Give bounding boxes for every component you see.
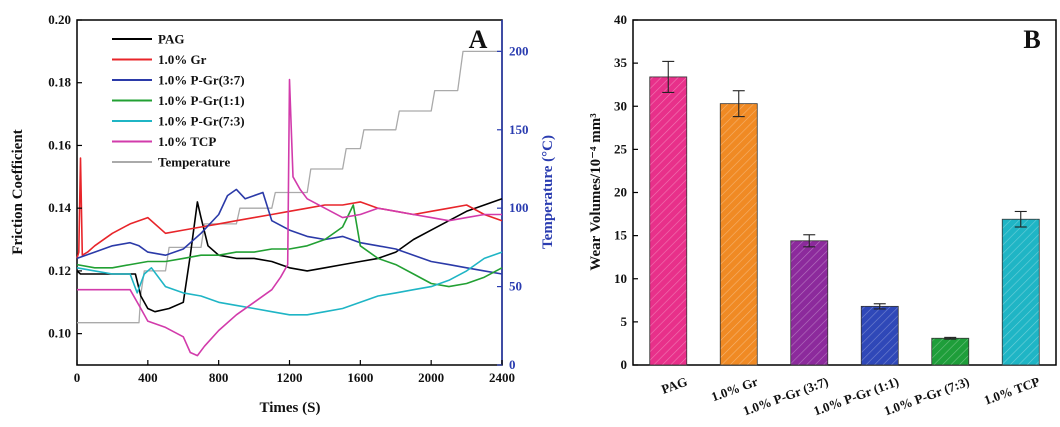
- panel-b-category-labels: PAG 1.0% Gr1.0% P-Gr (3:7)1.0% P-Gr (1:1)…: [659, 374, 1042, 419]
- bar-4: [931, 337, 970, 366]
- panel-a-series-group: [76, 50, 503, 357]
- x-tick-label: 2400: [489, 370, 515, 385]
- legend-label-1: 1.0% Gr: [158, 52, 207, 67]
- y2-tick-label: 100: [509, 200, 529, 215]
- panel-a-y-ticks: 0.10 0.12 0.14 0.16 0.18 0.20: [48, 12, 82, 341]
- panel-a-legend: PAG 1.0% Gr 1.0% P-Gr(3:7) 1.0% P-Gr(1:1) 1.…: [112, 32, 245, 170]
- y-tick-label: 10: [614, 271, 627, 286]
- x-tick-label: 2000: [418, 370, 444, 385]
- x-tick-label: 0: [74, 370, 81, 385]
- legend-label-3: 1.0% P-Gr(1:1): [158, 93, 245, 108]
- y-tick-label: 0.16: [48, 137, 71, 152]
- panel-b-bar-chart: 0 5 10 15 20 25 30 35 40 PAG 1.0% Gr1.0% P-Gr (3:…: [588, 12, 1057, 419]
- panel-a-y2-ticks: 0 50 100 150 200: [497, 43, 529, 372]
- y-tick-label: 0.12: [48, 263, 71, 278]
- category-label-5: 1.0% TCP: [982, 374, 1042, 408]
- legend-label-2: 1.0% P-Gr(3:7): [158, 73, 245, 88]
- legend-label-6: Temperature: [158, 155, 230, 170]
- x-tick-label: 800: [209, 370, 229, 385]
- panel-a-label: A: [469, 25, 488, 54]
- series-line-2: [76, 188, 503, 275]
- bar-5: [1001, 218, 1040, 366]
- y-tick-label: 0: [621, 357, 628, 372]
- y-tick-label: 0.10: [48, 326, 71, 341]
- y-tick-label: 30: [614, 98, 627, 113]
- y-tick-label: 0.14: [48, 200, 71, 215]
- panel-b-bars-group: [649, 60, 1040, 366]
- y-tick-label: 0.18: [48, 75, 71, 90]
- legend-label-0: PAG: [158, 32, 184, 47]
- legend-label-5: 1.0% TCP: [158, 134, 216, 149]
- series-line-3: [76, 204, 503, 288]
- y-tick-label: 0.20: [48, 12, 71, 27]
- panel-b-plot-frame: [632, 19, 1057, 366]
- x-tick-label: 1600: [347, 370, 373, 385]
- panel-a-x-ticks: 0 400 800 1200 1600 2000 2400: [74, 360, 515, 385]
- panel-a-y2-axis-label: Temperature (°C): [540, 135, 556, 249]
- panel-b-y-axis-label: Wear Volumes/10⁻⁴ mm³: [588, 113, 604, 271]
- series-line-0: [76, 198, 503, 313]
- y-tick-label: 15: [614, 228, 628, 243]
- x-tick-label: 1200: [277, 370, 303, 385]
- bar-0: [649, 76, 688, 366]
- y-tick-label: 35: [614, 55, 628, 70]
- panel-a-line-chart: 0 400 800 1200 1600 2000 2400 0.100.120.140.16…: [10, 12, 556, 416]
- y2-tick-label: 150: [509, 122, 529, 137]
- panel-a-x-axis-label: Times (S): [260, 400, 321, 416]
- y2-tick-label: 200: [509, 43, 529, 58]
- legend-label-4: 1.0% P-Gr(7:3): [158, 114, 245, 129]
- panel-b-label: B: [1023, 25, 1040, 54]
- panel-a-y-axis-label: Friction Coefficient: [10, 129, 26, 254]
- series-line-4: [76, 251, 503, 316]
- y2-tick-label: 50: [509, 279, 522, 294]
- series-line-1: [76, 157, 503, 259]
- series-line-6: [77, 50, 502, 324]
- panel-b-y-ticks: 0 5 10 15 20 25 30 35 40: [614, 12, 638, 372]
- x-tick-label: 400: [138, 370, 158, 385]
- y-tick-label: 20: [614, 185, 627, 200]
- y-tick-label: 25: [614, 141, 628, 156]
- category-label-0: PAG: [659, 374, 689, 397]
- y-tick-label: 40: [614, 12, 627, 27]
- bar-3: [860, 305, 899, 366]
- series-line-5: [77, 78, 502, 357]
- y-tick-label: 5: [621, 314, 628, 329]
- bar-2: [790, 240, 829, 366]
- y2-tick-label: 0: [509, 357, 516, 372]
- bar-1: [719, 103, 758, 366]
